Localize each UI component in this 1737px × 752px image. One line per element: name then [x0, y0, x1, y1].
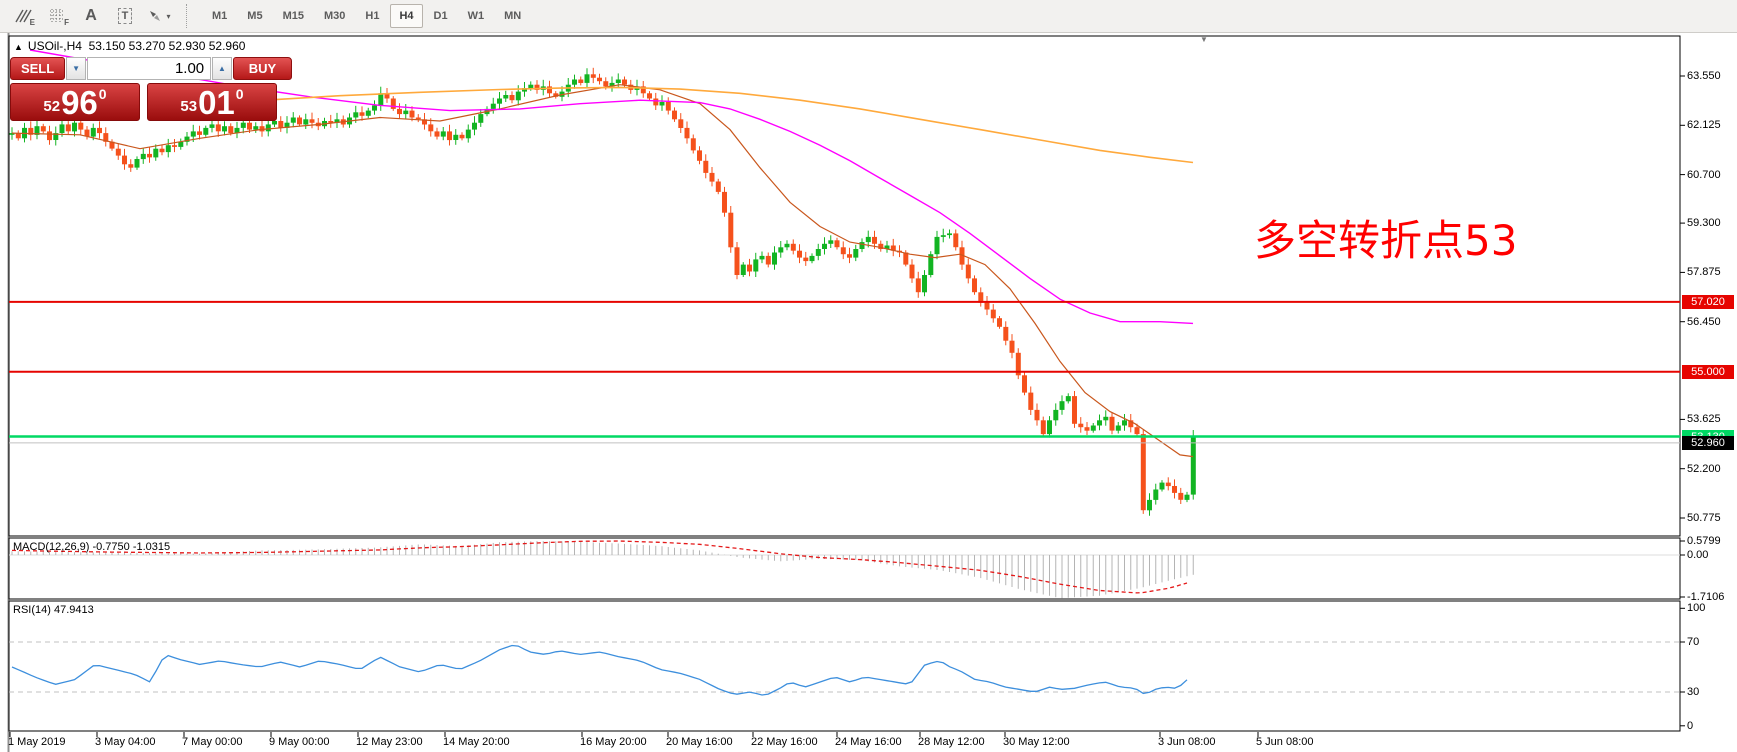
cursor-arrows-icon [150, 11, 161, 21]
timeframe-m15[interactable]: M15 [282, 10, 304, 22]
spin-up-icon: ▲ [218, 64, 226, 73]
timeframe-m1[interactable]: M1 [212, 10, 228, 22]
chevron-down-icon: ▾ [166, 11, 171, 21]
timeframe-h4[interactable]: H4 [390, 4, 423, 28]
chart-shift-marker[interactable]: ▼ [1200, 35, 1208, 44]
text-label-icon: T [117, 8, 133, 24]
spin-down-icon: ▼ [72, 64, 81, 73]
chart-title: ▲ USOil-,H4 53.150 53.270 52.930 52.960 [14, 39, 245, 53]
collapse-icon[interactable]: ▲ [14, 42, 23, 52]
timeframe-group: M1 M5 M15 M30 H1 H4 D1 W1 MN [202, 4, 531, 28]
fibo-sub-label: F [64, 18, 69, 27]
sell-price-sup: 0 [98, 86, 107, 102]
sell-price-big: 96 [61, 83, 98, 121]
arrows-button[interactable]: ▾ [144, 3, 174, 29]
volume-input[interactable]: 1.00 [86, 57, 212, 80]
buy-button[interactable]: BUY [232, 57, 292, 80]
buy-price-sup: 0 [235, 86, 244, 102]
draw-channel-button[interactable]: E [8, 3, 38, 29]
timeframe-w1[interactable]: W1 [467, 10, 485, 22]
macd-label: MACD(12,26,9) -0.7750 -1.0315 [13, 541, 171, 553]
fibo-grid-button[interactable]: F [42, 3, 72, 29]
buy-price-box[interactable]: 53 01 0 [147, 83, 277, 121]
rsi-label: RSI(14) 47.9413 [13, 604, 94, 616]
timeframe-m30[interactable]: M30 [323, 10, 346, 22]
fibo-grid-icon [50, 9, 63, 22]
trade-prices-row: 52 96 0 53 01 0 [10, 83, 292, 121]
toolbar-separator [186, 4, 188, 28]
trade-controls-row: SELL ▼ 1.00 ▲ BUY [10, 57, 292, 80]
draw-channel-icon [15, 9, 32, 23]
volume-decrease-button[interactable]: ▼ [66, 57, 86, 80]
toolbar: E F A T ▾ M1 M5 M15 M30 H1 H4 D1 W1 MN [0, 0, 1737, 33]
text-icon: A [85, 7, 97, 24]
buy-price-big: 01 [198, 83, 235, 121]
chart-text-annotation: 多空转折点53 [1254, 216, 1518, 265]
timeframe-d1[interactable]: D1 [433, 10, 448, 22]
timeframe-mn[interactable]: MN [504, 10, 522, 22]
ohlc-values: 53.150 53.270 52.930 52.960 [88, 39, 246, 53]
timeframe-h1[interactable]: H1 [365, 10, 380, 22]
timeframe-m5[interactable]: M5 [247, 10, 263, 22]
sell-button[interactable]: SELL [10, 57, 66, 80]
volume-increase-button[interactable]: ▲ [212, 57, 232, 80]
text-button[interactable]: A [76, 3, 106, 29]
buy-price-prefix: 53 [180, 98, 198, 115]
one-click-trading-panel: SELL ▼ 1.00 ▲ BUY 52 96 0 53 01 0 [10, 57, 292, 121]
sell-price-prefix: 52 [43, 98, 61, 115]
symbol-label: USOil-,H4 [27, 39, 82, 53]
text-label-button[interactable]: T [110, 3, 140, 29]
channel-sub-label: E [29, 18, 35, 27]
sell-price-box[interactable]: 52 96 0 [10, 83, 140, 121]
